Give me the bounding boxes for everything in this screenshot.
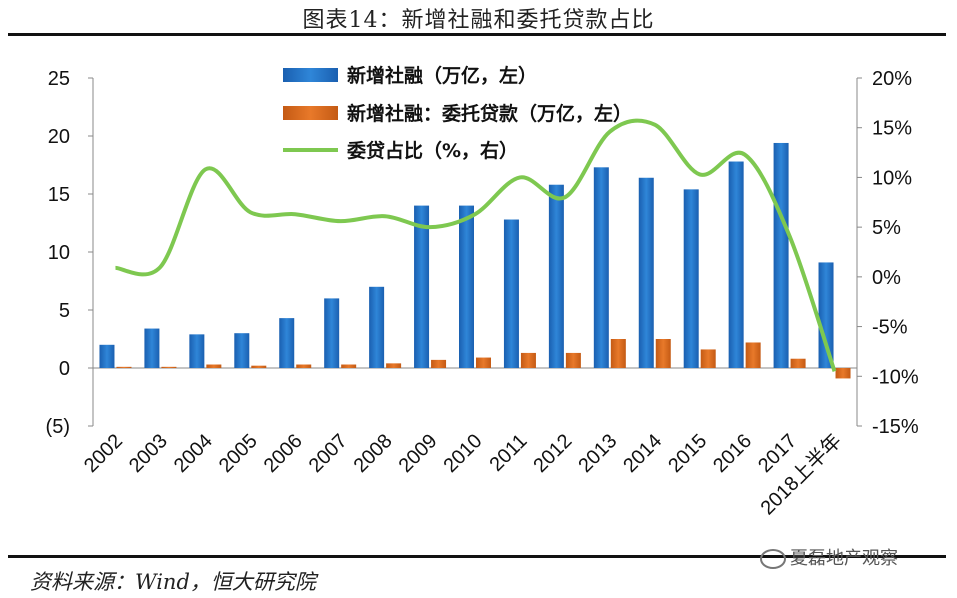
bar-total [459, 205, 474, 368]
left-tick-label: (5) [46, 416, 70, 438]
bar-trust [565, 352, 581, 368]
bars-layer [99, 142, 851, 379]
category-label: 2005 [215, 430, 262, 477]
bar-total [369, 286, 385, 368]
bar-trust [116, 366, 132, 368]
category-label: 2010 [440, 430, 487, 477]
bar-trust [655, 339, 671, 368]
category-label: 2011 [486, 430, 532, 476]
left-tick-label: 25 [48, 68, 70, 90]
bar-total [638, 177, 654, 368]
bar-trust [251, 365, 267, 368]
top-rule [8, 33, 946, 36]
bar-trust [476, 357, 491, 368]
category-label: 2016 [709, 430, 756, 477]
category-label: 2006 [260, 430, 307, 477]
legend-label: 新增社融：委托贷款（万亿，左） [347, 102, 632, 125]
bar-total [99, 344, 115, 368]
bar-trust [700, 349, 716, 368]
bar-trust [161, 366, 177, 368]
bar-total [414, 205, 430, 368]
right-tick-label: 20% [872, 68, 912, 90]
right-tick-label: -10% [872, 366, 919, 388]
bar-trust [206, 364, 222, 368]
bar-trust [790, 358, 806, 368]
left-tick-label: 10 [48, 242, 70, 264]
bar-trust [341, 364, 357, 368]
right-tick-label: 0% [872, 267, 901, 289]
category-label: 2014 [619, 430, 666, 477]
right-tick-label: -15% [872, 416, 919, 438]
right-tick-label: -5% [872, 317, 908, 339]
wechat-icon [760, 549, 786, 569]
watermark-text: 夏磊地产观察 [790, 548, 898, 569]
axes-layer [88, 77, 862, 427]
left-tick-label: 5 [59, 300, 70, 322]
ratio-line [115, 118, 837, 372]
left-tick-label: 15 [48, 184, 70, 206]
bottom-rule [8, 555, 946, 558]
category-label: 2003 [125, 430, 172, 477]
right-tick-label: 15% [872, 118, 912, 140]
left-tick-label: 0 [59, 358, 70, 380]
bar-trust [296, 364, 312, 368]
bar-trust [386, 363, 402, 368]
bar-total [683, 189, 699, 368]
bar-total [503, 219, 519, 368]
bar-total [324, 298, 340, 368]
category-label: 2013 [574, 430, 621, 477]
legend-swatch-bar [283, 106, 338, 120]
watermark: 夏磊地产观察 [760, 544, 898, 570]
chart-canvas: (5) 0 5 10 15 20 25 -15% -10% -5% 0% 5% 10% 15% 20% 200… [46, 64, 919, 519]
category-label: 2008 [350, 430, 397, 477]
bar-total [548, 184, 564, 368]
bar-total [818, 262, 834, 368]
category-label: 2004 [170, 430, 217, 477]
bar-total [593, 167, 609, 368]
source-note: 资料来源：Wind，恒大研究院 [30, 570, 316, 594]
category-label: 2015 [664, 430, 711, 477]
legend: 新增社融（万亿，左） 新增社融：委托贷款（万亿，左） 委贷占比（%，右） [283, 64, 632, 162]
legend-label: 委贷占比（%，右） [346, 139, 518, 162]
bar-total [773, 142, 789, 368]
bar-trust [431, 359, 447, 368]
bar-total [144, 328, 160, 368]
category-label: 2012 [529, 430, 576, 477]
line-layer [115, 118, 837, 372]
chart-title: 图表14：新增社融和委托贷款占比 [302, 8, 655, 33]
category-label: 2009 [395, 430, 442, 477]
bar-trust [745, 342, 761, 368]
legend-swatch-bar [283, 68, 338, 82]
bar-total [189, 334, 205, 368]
bar-trust [835, 368, 851, 379]
bar-trust [520, 352, 536, 368]
bar-trust [610, 339, 626, 368]
bar-total [728, 161, 744, 368]
left-tick-label: 20 [48, 126, 70, 148]
right-tick-label: 5% [872, 217, 901, 239]
bar-total [234, 333, 250, 368]
bar-total [279, 318, 295, 368]
category-label: 2007 [305, 430, 352, 477]
category-label: 2002 [80, 430, 127, 477]
legend-label: 新增社融（万亿，左） [347, 64, 537, 87]
right-tick-label: 10% [872, 167, 912, 189]
